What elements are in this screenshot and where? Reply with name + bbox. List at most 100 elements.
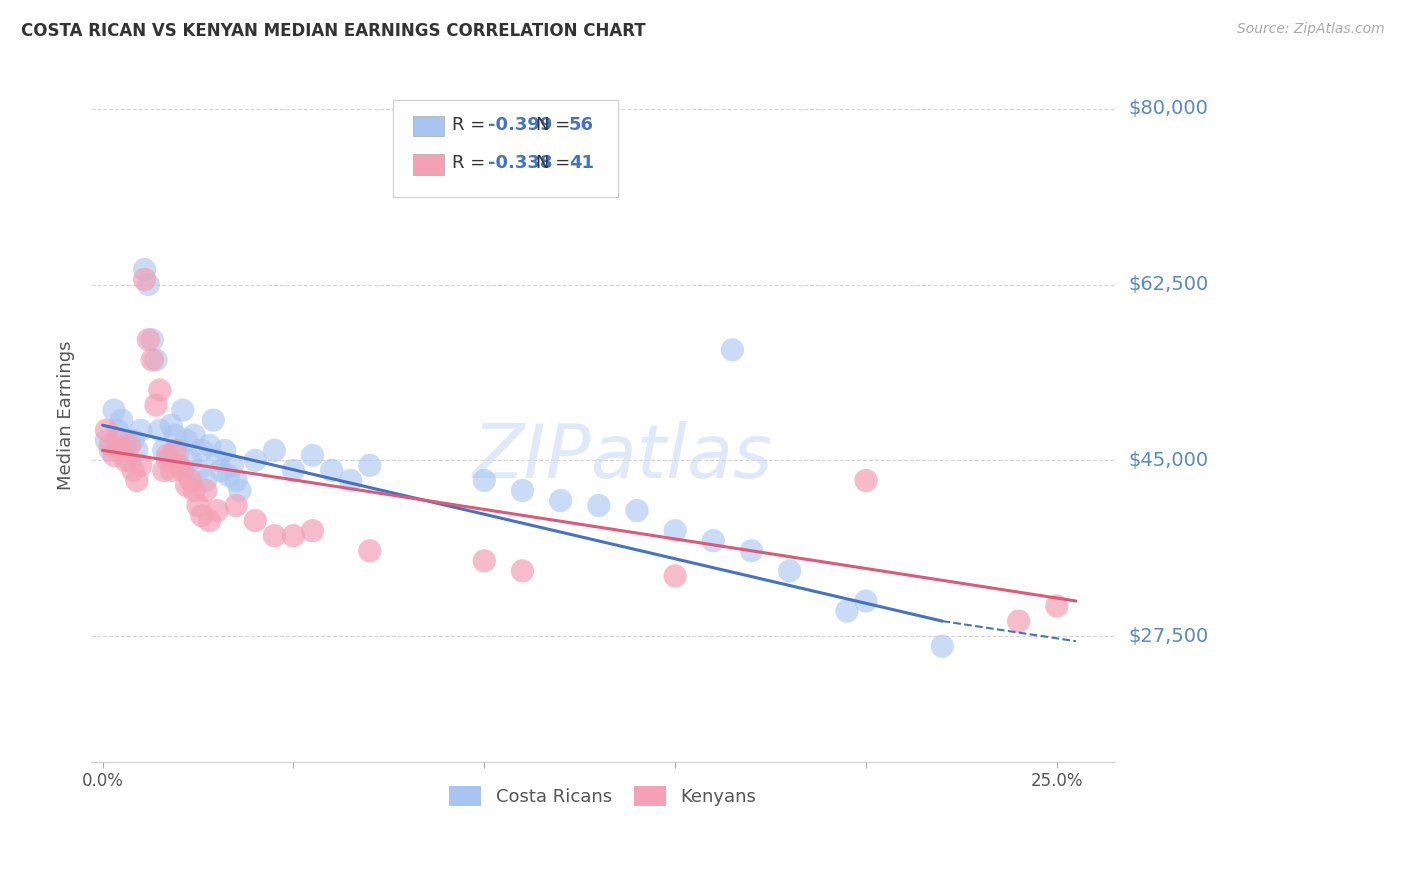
Point [138,333,160,347]
FancyBboxPatch shape [392,100,619,197]
Point [205,503,228,517]
Point [103,403,125,417]
Point [229,483,252,498]
Point [209,463,232,477]
Point [138,277,160,292]
Point [245,514,267,528]
Point [191,443,214,458]
Point [245,453,267,467]
Point [1008,614,1031,628]
Point [339,474,361,488]
Point [359,543,381,558]
Point [156,453,179,467]
Point [179,453,201,467]
Point [321,463,343,477]
Point [702,533,724,548]
Point [202,413,225,427]
Point [176,478,198,492]
Point [263,443,285,458]
Point [198,514,221,528]
Point [359,458,381,473]
Text: R =: R = [453,154,491,172]
Point [472,554,495,568]
Point [221,458,243,473]
Point [114,438,136,452]
Point [118,453,141,467]
Point [187,463,209,477]
Point [931,639,953,653]
Point [165,443,187,458]
Point [205,453,228,467]
Legend: Costa Ricans, Kenyans: Costa Ricans, Kenyans [440,777,765,815]
Point [165,428,187,442]
Text: N =: N = [536,116,576,135]
Point [855,594,877,608]
Point [172,403,194,417]
Point [114,453,136,467]
Point [118,438,141,452]
Point [198,438,221,452]
Point [125,443,148,458]
Point [141,352,163,367]
Point [225,499,247,513]
Point [194,483,217,498]
Point [176,434,198,448]
Point [98,438,121,452]
Text: ZIPatlas: ZIPatlas [472,421,773,492]
Point [1046,599,1069,613]
FancyBboxPatch shape [413,153,444,175]
Point [183,483,205,498]
Point [129,458,152,473]
Point [98,443,121,458]
Point [721,343,744,357]
Point [167,443,190,458]
Point [835,604,858,618]
Point [96,423,118,437]
Point [125,474,148,488]
Text: -0.338: -0.338 [488,154,553,172]
Y-axis label: Median Earnings: Median Earnings [58,341,75,490]
Point [111,443,134,458]
FancyBboxPatch shape [413,116,444,136]
Point [111,413,134,427]
Point [191,508,214,523]
Point [512,483,534,498]
Point [167,458,190,473]
Point [550,493,572,508]
Point [152,443,174,458]
Point [626,503,648,517]
Point [472,474,495,488]
Point [122,434,145,448]
Point [122,463,145,477]
Point [194,474,217,488]
Point [179,474,201,488]
Text: R =: R = [453,116,491,135]
Text: $45,000: $45,000 [1128,450,1208,470]
Point [263,529,285,543]
Point [172,463,194,477]
Text: COSTA RICAN VS KENYAN MEDIAN EARNINGS CORRELATION CHART: COSTA RICAN VS KENYAN MEDIAN EARNINGS CO… [21,22,645,40]
Point [664,569,686,583]
Point [855,474,877,488]
Text: $62,500: $62,500 [1128,275,1208,294]
Point [187,499,209,513]
Point [145,352,167,367]
Point [107,434,129,448]
Point [512,564,534,578]
Point [152,463,174,477]
Text: $27,500: $27,500 [1128,627,1208,646]
Point [134,262,156,277]
Point [779,564,801,578]
Text: 41: 41 [569,154,593,172]
Text: Source: ZipAtlas.com: Source: ZipAtlas.com [1237,22,1385,37]
Point [225,474,247,488]
Point [301,448,323,462]
Point [283,529,305,543]
Point [149,383,172,397]
Point [156,448,179,462]
Point [129,423,152,437]
Point [664,524,686,538]
Point [96,434,118,448]
Point [103,448,125,462]
Point [145,398,167,412]
